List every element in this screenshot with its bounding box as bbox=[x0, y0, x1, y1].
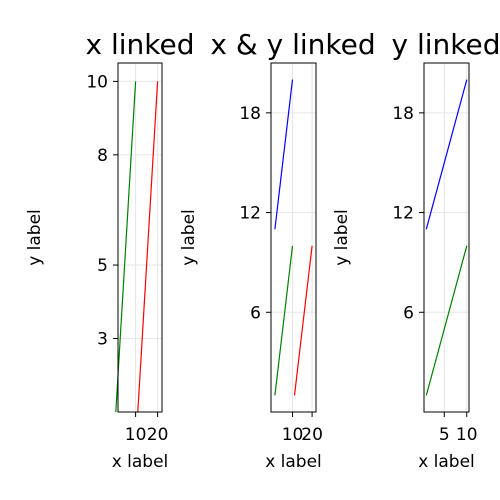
panel-3-x-axis-label: x label bbox=[418, 452, 475, 472]
panel-3-series-line-1 bbox=[425, 79, 468, 230]
panel-1-y-tick-label-2: 5 bbox=[97, 256, 108, 276]
panel-1-x-tick-label-2: 20 bbox=[147, 425, 169, 445]
panel-1-series-line-2 bbox=[137, 81, 159, 413]
panel-3-title: y linked bbox=[392, 28, 500, 61]
panel-2-y-axis-label: y label bbox=[179, 209, 199, 266]
panel-1-frame bbox=[117, 62, 163, 413]
panel-2-series-line-2 bbox=[274, 245, 294, 396]
panel-1-y-tick-label-3: 8 bbox=[97, 146, 108, 166]
panel-1-y-tick-label-4: 10 bbox=[86, 72, 108, 92]
panel-2-title: x & y linked bbox=[210, 28, 375, 61]
panel-3-y-tick-label-3: 18 bbox=[392, 104, 414, 124]
panel-2-x-tick-label-2: 20 bbox=[301, 425, 323, 445]
panel-1-series-line-1 bbox=[115, 81, 137, 413]
panel-2-y-tick-label-3: 18 bbox=[239, 104, 261, 124]
panel-3-y-tick-label-1: 6 bbox=[403, 303, 414, 323]
panel-2-x-axis-label: x label bbox=[265, 452, 322, 472]
panel-2-x-tick-label-1: 10 bbox=[282, 425, 304, 445]
panel-3-x-tick-label-1: 5 bbox=[439, 425, 450, 445]
panel-3-y-tick-label-2: 12 bbox=[392, 204, 414, 224]
panel-1-x-axis-label: x label bbox=[112, 452, 169, 472]
panel-3-frame bbox=[423, 62, 470, 413]
panel-3-y-axis-label: y label bbox=[332, 209, 352, 266]
panel-2-frame bbox=[270, 62, 317, 413]
panel-3-x-tick-label-2: 10 bbox=[456, 425, 478, 445]
panel-2-y-tick-label-1: 6 bbox=[250, 303, 261, 323]
panel-1-title: x linked bbox=[86, 28, 195, 61]
panel-2-series-line-3 bbox=[293, 245, 313, 396]
panel-1-y-axis-label: y label bbox=[25, 209, 45, 266]
panel-2-series-line-1 bbox=[274, 79, 294, 230]
panel-1-y-tick-label-1: 3 bbox=[97, 330, 108, 350]
panel-1-x-tick-label-1: 10 bbox=[125, 425, 147, 445]
panel-3-series-line-2 bbox=[425, 245, 468, 396]
panel-2-y-tick-label-2: 12 bbox=[239, 204, 261, 224]
